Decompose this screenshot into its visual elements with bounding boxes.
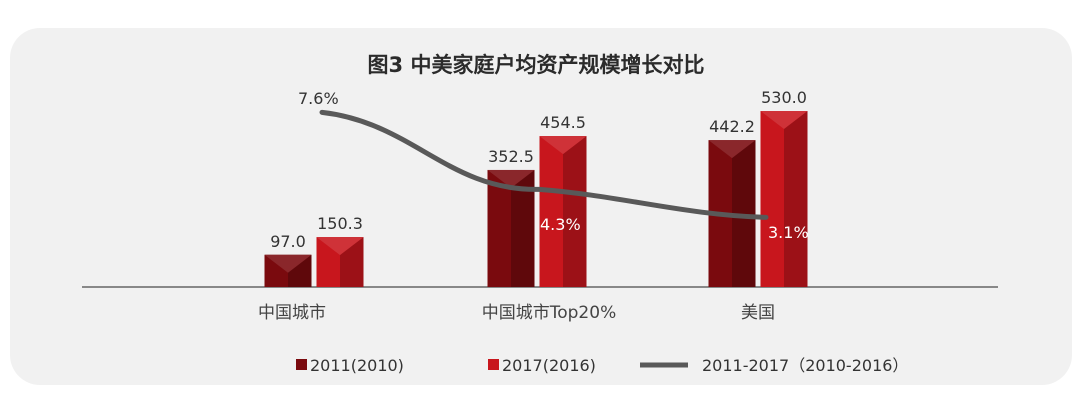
bar-1-1	[264, 254, 312, 287]
legend-swatch-1	[296, 359, 307, 370]
bar-value-label-2-1: 150.3	[317, 214, 363, 233]
bar-2-1	[316, 237, 364, 287]
bar-value-label-2-2: 454.5	[540, 113, 586, 132]
legend-label-1: 2011(2010)	[310, 356, 404, 375]
legend-item-3: 2011-2017（2010-2016）	[640, 356, 908, 375]
legend-item-2: 2017(2016)	[488, 356, 596, 375]
growth-rate-label-1: 7.6%	[298, 89, 339, 108]
bar-1-2	[487, 169, 535, 287]
growth-rate-line	[319, 109, 769, 220]
bar-value-label-1-3: 442.2	[709, 117, 755, 136]
legend-swatch-2	[488, 359, 499, 370]
legend-label-3: 2011-2017（2010-2016）	[702, 356, 908, 375]
bar-2-3	[760, 111, 808, 287]
legend-item-1: 2011(2010)	[296, 356, 404, 375]
legend-label-2: 2017(2016)	[502, 356, 596, 375]
bar-value-label-1-1: 97.0	[270, 232, 306, 251]
bar-value-label-2-3: 530.0	[761, 88, 807, 107]
growth-rate-label-3: 3.1%	[768, 223, 809, 242]
bar-2-2	[539, 136, 587, 287]
category-label-1: 中国城市	[258, 303, 326, 323]
category-label-2: 中国城市Top20%	[482, 303, 616, 323]
bar-value-label-1-2: 352.5	[488, 147, 534, 166]
chart-title: 图3 中美家庭户均资产规模增长对比	[368, 53, 705, 77]
growth-rate-label-2: 4.3%	[540, 215, 581, 234]
category-label-3: 美国	[741, 303, 775, 323]
